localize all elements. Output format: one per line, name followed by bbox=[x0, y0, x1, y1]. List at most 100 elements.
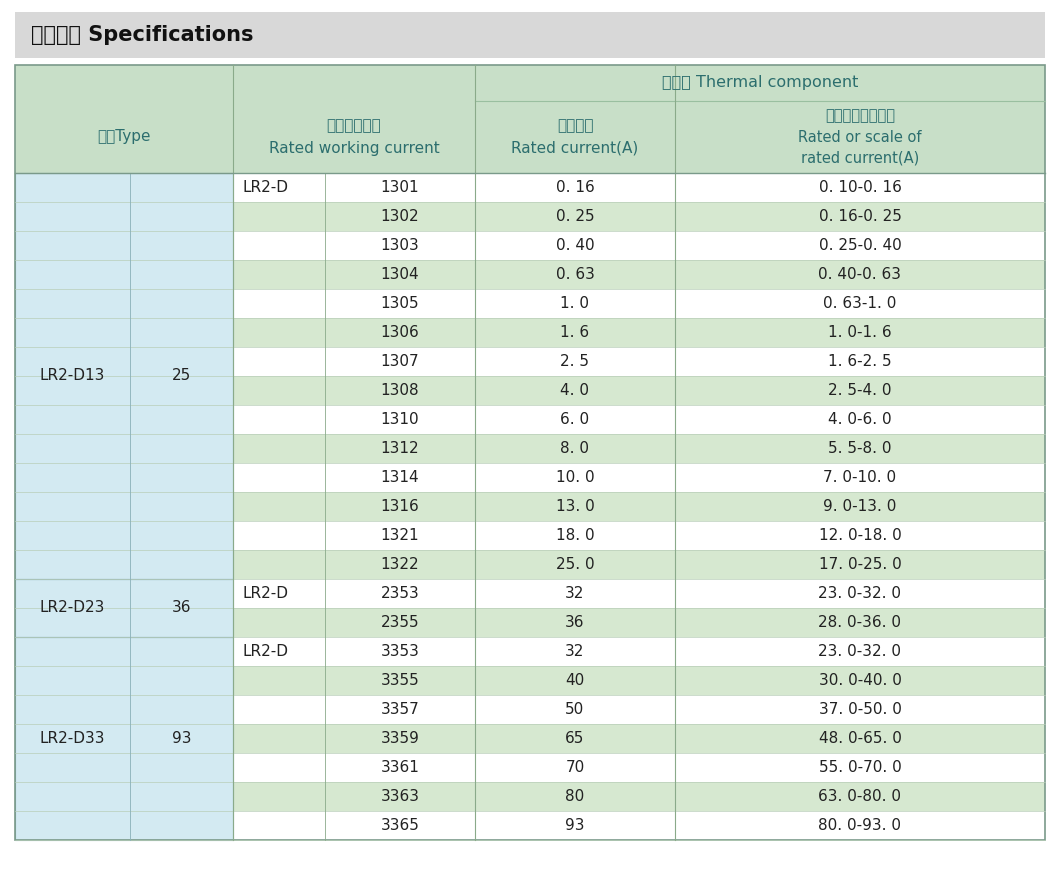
Text: 23. 0-32. 0: 23. 0-32. 0 bbox=[818, 644, 901, 659]
Text: 3357: 3357 bbox=[381, 702, 420, 717]
Bar bbox=[15, 463, 233, 492]
Text: 93: 93 bbox=[565, 818, 585, 833]
Text: 1321: 1321 bbox=[381, 528, 420, 543]
Text: 40: 40 bbox=[565, 673, 585, 688]
Text: 10. 0: 10. 0 bbox=[555, 470, 595, 485]
Text: 技术参数 Specifications: 技术参数 Specifications bbox=[31, 25, 253, 45]
Text: 1. 0: 1. 0 bbox=[561, 296, 589, 311]
Bar bbox=[15, 637, 233, 666]
Bar bbox=[233, 376, 1045, 405]
Text: 额定电流
Rated current(A): 额定电流 Rated current(A) bbox=[511, 118, 638, 156]
Bar bbox=[15, 65, 1045, 840]
Text: 25: 25 bbox=[172, 368, 191, 384]
Text: 3359: 3359 bbox=[381, 731, 420, 746]
Text: LR2-D: LR2-D bbox=[243, 644, 289, 659]
Text: 32: 32 bbox=[565, 586, 585, 601]
Bar bbox=[233, 753, 1045, 782]
Text: 4. 0-6. 0: 4. 0-6. 0 bbox=[828, 412, 891, 427]
Text: 0. 25-0. 40: 0. 25-0. 40 bbox=[818, 238, 901, 253]
Bar bbox=[233, 579, 1045, 608]
Text: 36: 36 bbox=[565, 615, 585, 630]
Text: 3355: 3355 bbox=[381, 673, 420, 688]
Text: 1312: 1312 bbox=[381, 441, 420, 456]
Bar bbox=[15, 637, 233, 840]
Text: 37. 0-50. 0: 37. 0-50. 0 bbox=[818, 702, 901, 717]
Bar bbox=[15, 550, 233, 579]
Text: 1. 6-2. 5: 1. 6-2. 5 bbox=[828, 354, 891, 369]
Bar bbox=[233, 231, 1045, 260]
Bar bbox=[15, 173, 233, 579]
Text: 3365: 3365 bbox=[381, 818, 420, 833]
Text: LR2-D: LR2-D bbox=[243, 180, 289, 195]
Text: 1316: 1316 bbox=[381, 499, 420, 514]
Text: 1306: 1306 bbox=[381, 325, 420, 340]
Text: 23. 0-32. 0: 23. 0-32. 0 bbox=[818, 586, 901, 601]
Text: 1308: 1308 bbox=[381, 383, 420, 398]
Text: 55. 0-70. 0: 55. 0-70. 0 bbox=[818, 760, 901, 775]
Text: 9. 0-13. 0: 9. 0-13. 0 bbox=[824, 499, 897, 514]
Text: 1310: 1310 bbox=[381, 412, 420, 427]
Text: 1322: 1322 bbox=[381, 557, 420, 572]
Text: 1. 6: 1. 6 bbox=[561, 325, 589, 340]
Text: 80. 0-93. 0: 80. 0-93. 0 bbox=[818, 818, 901, 833]
Text: 1307: 1307 bbox=[381, 354, 420, 369]
Text: 0. 10-0. 16: 0. 10-0. 16 bbox=[818, 180, 901, 195]
Text: 70: 70 bbox=[565, 760, 585, 775]
Text: 65: 65 bbox=[565, 731, 585, 746]
Text: 28. 0-36. 0: 28. 0-36. 0 bbox=[818, 615, 901, 630]
Text: 13. 0: 13. 0 bbox=[555, 499, 595, 514]
Bar bbox=[15, 579, 233, 608]
Bar bbox=[15, 753, 233, 782]
Text: 36: 36 bbox=[172, 601, 191, 616]
Text: 额定工作电流
Rated working current: 额定工作电流 Rated working current bbox=[268, 118, 440, 156]
Text: 6. 0: 6. 0 bbox=[561, 412, 589, 427]
Text: 1304: 1304 bbox=[381, 267, 420, 282]
Text: LR2-D33: LR2-D33 bbox=[40, 731, 105, 746]
Text: 3363: 3363 bbox=[381, 789, 420, 804]
Bar bbox=[233, 289, 1045, 318]
Bar bbox=[233, 492, 1045, 521]
Text: 1302: 1302 bbox=[381, 209, 420, 224]
Bar bbox=[15, 376, 233, 405]
Text: 1314: 1314 bbox=[381, 470, 420, 485]
Text: 30. 0-40. 0: 30. 0-40. 0 bbox=[818, 673, 901, 688]
Bar bbox=[233, 811, 1045, 840]
Text: 32: 32 bbox=[565, 644, 585, 659]
Bar bbox=[15, 65, 1045, 173]
Bar bbox=[233, 463, 1045, 492]
Text: LR2-D23: LR2-D23 bbox=[40, 601, 105, 616]
Text: 7. 0-10. 0: 7. 0-10. 0 bbox=[824, 470, 897, 485]
Bar bbox=[233, 608, 1045, 637]
Text: 63. 0-80. 0: 63. 0-80. 0 bbox=[818, 789, 901, 804]
Text: LR2-D: LR2-D bbox=[243, 586, 289, 601]
Text: 3361: 3361 bbox=[381, 760, 420, 775]
Text: 0. 16: 0. 16 bbox=[555, 180, 595, 195]
Bar bbox=[15, 173, 233, 202]
Bar bbox=[15, 12, 1045, 58]
Text: 1303: 1303 bbox=[381, 238, 420, 253]
Text: 5. 5-8. 0: 5. 5-8. 0 bbox=[828, 441, 891, 456]
Bar bbox=[15, 347, 233, 376]
Text: 热元件 Thermal component: 热元件 Thermal component bbox=[661, 76, 859, 91]
Bar bbox=[15, 811, 233, 840]
Text: 18. 0: 18. 0 bbox=[555, 528, 595, 543]
Bar bbox=[233, 637, 1045, 666]
Bar bbox=[15, 579, 233, 637]
Text: 1305: 1305 bbox=[381, 296, 420, 311]
Text: 93: 93 bbox=[172, 731, 191, 746]
Text: 17. 0-25. 0: 17. 0-25. 0 bbox=[818, 557, 901, 572]
Bar bbox=[233, 173, 1045, 202]
Bar bbox=[15, 521, 233, 550]
Text: 3353: 3353 bbox=[381, 644, 420, 659]
Bar bbox=[233, 782, 1045, 811]
Bar bbox=[15, 695, 233, 724]
Text: 型号Type: 型号Type bbox=[98, 130, 151, 144]
Bar bbox=[233, 666, 1045, 695]
Text: 4. 0: 4. 0 bbox=[561, 383, 589, 398]
Text: 0. 16-0. 25: 0. 16-0. 25 bbox=[818, 209, 901, 224]
Bar bbox=[233, 550, 1045, 579]
Text: 0. 40-0. 63: 0. 40-0. 63 bbox=[818, 267, 901, 282]
Bar bbox=[15, 260, 233, 289]
Bar bbox=[15, 492, 233, 521]
Bar bbox=[15, 289, 233, 318]
